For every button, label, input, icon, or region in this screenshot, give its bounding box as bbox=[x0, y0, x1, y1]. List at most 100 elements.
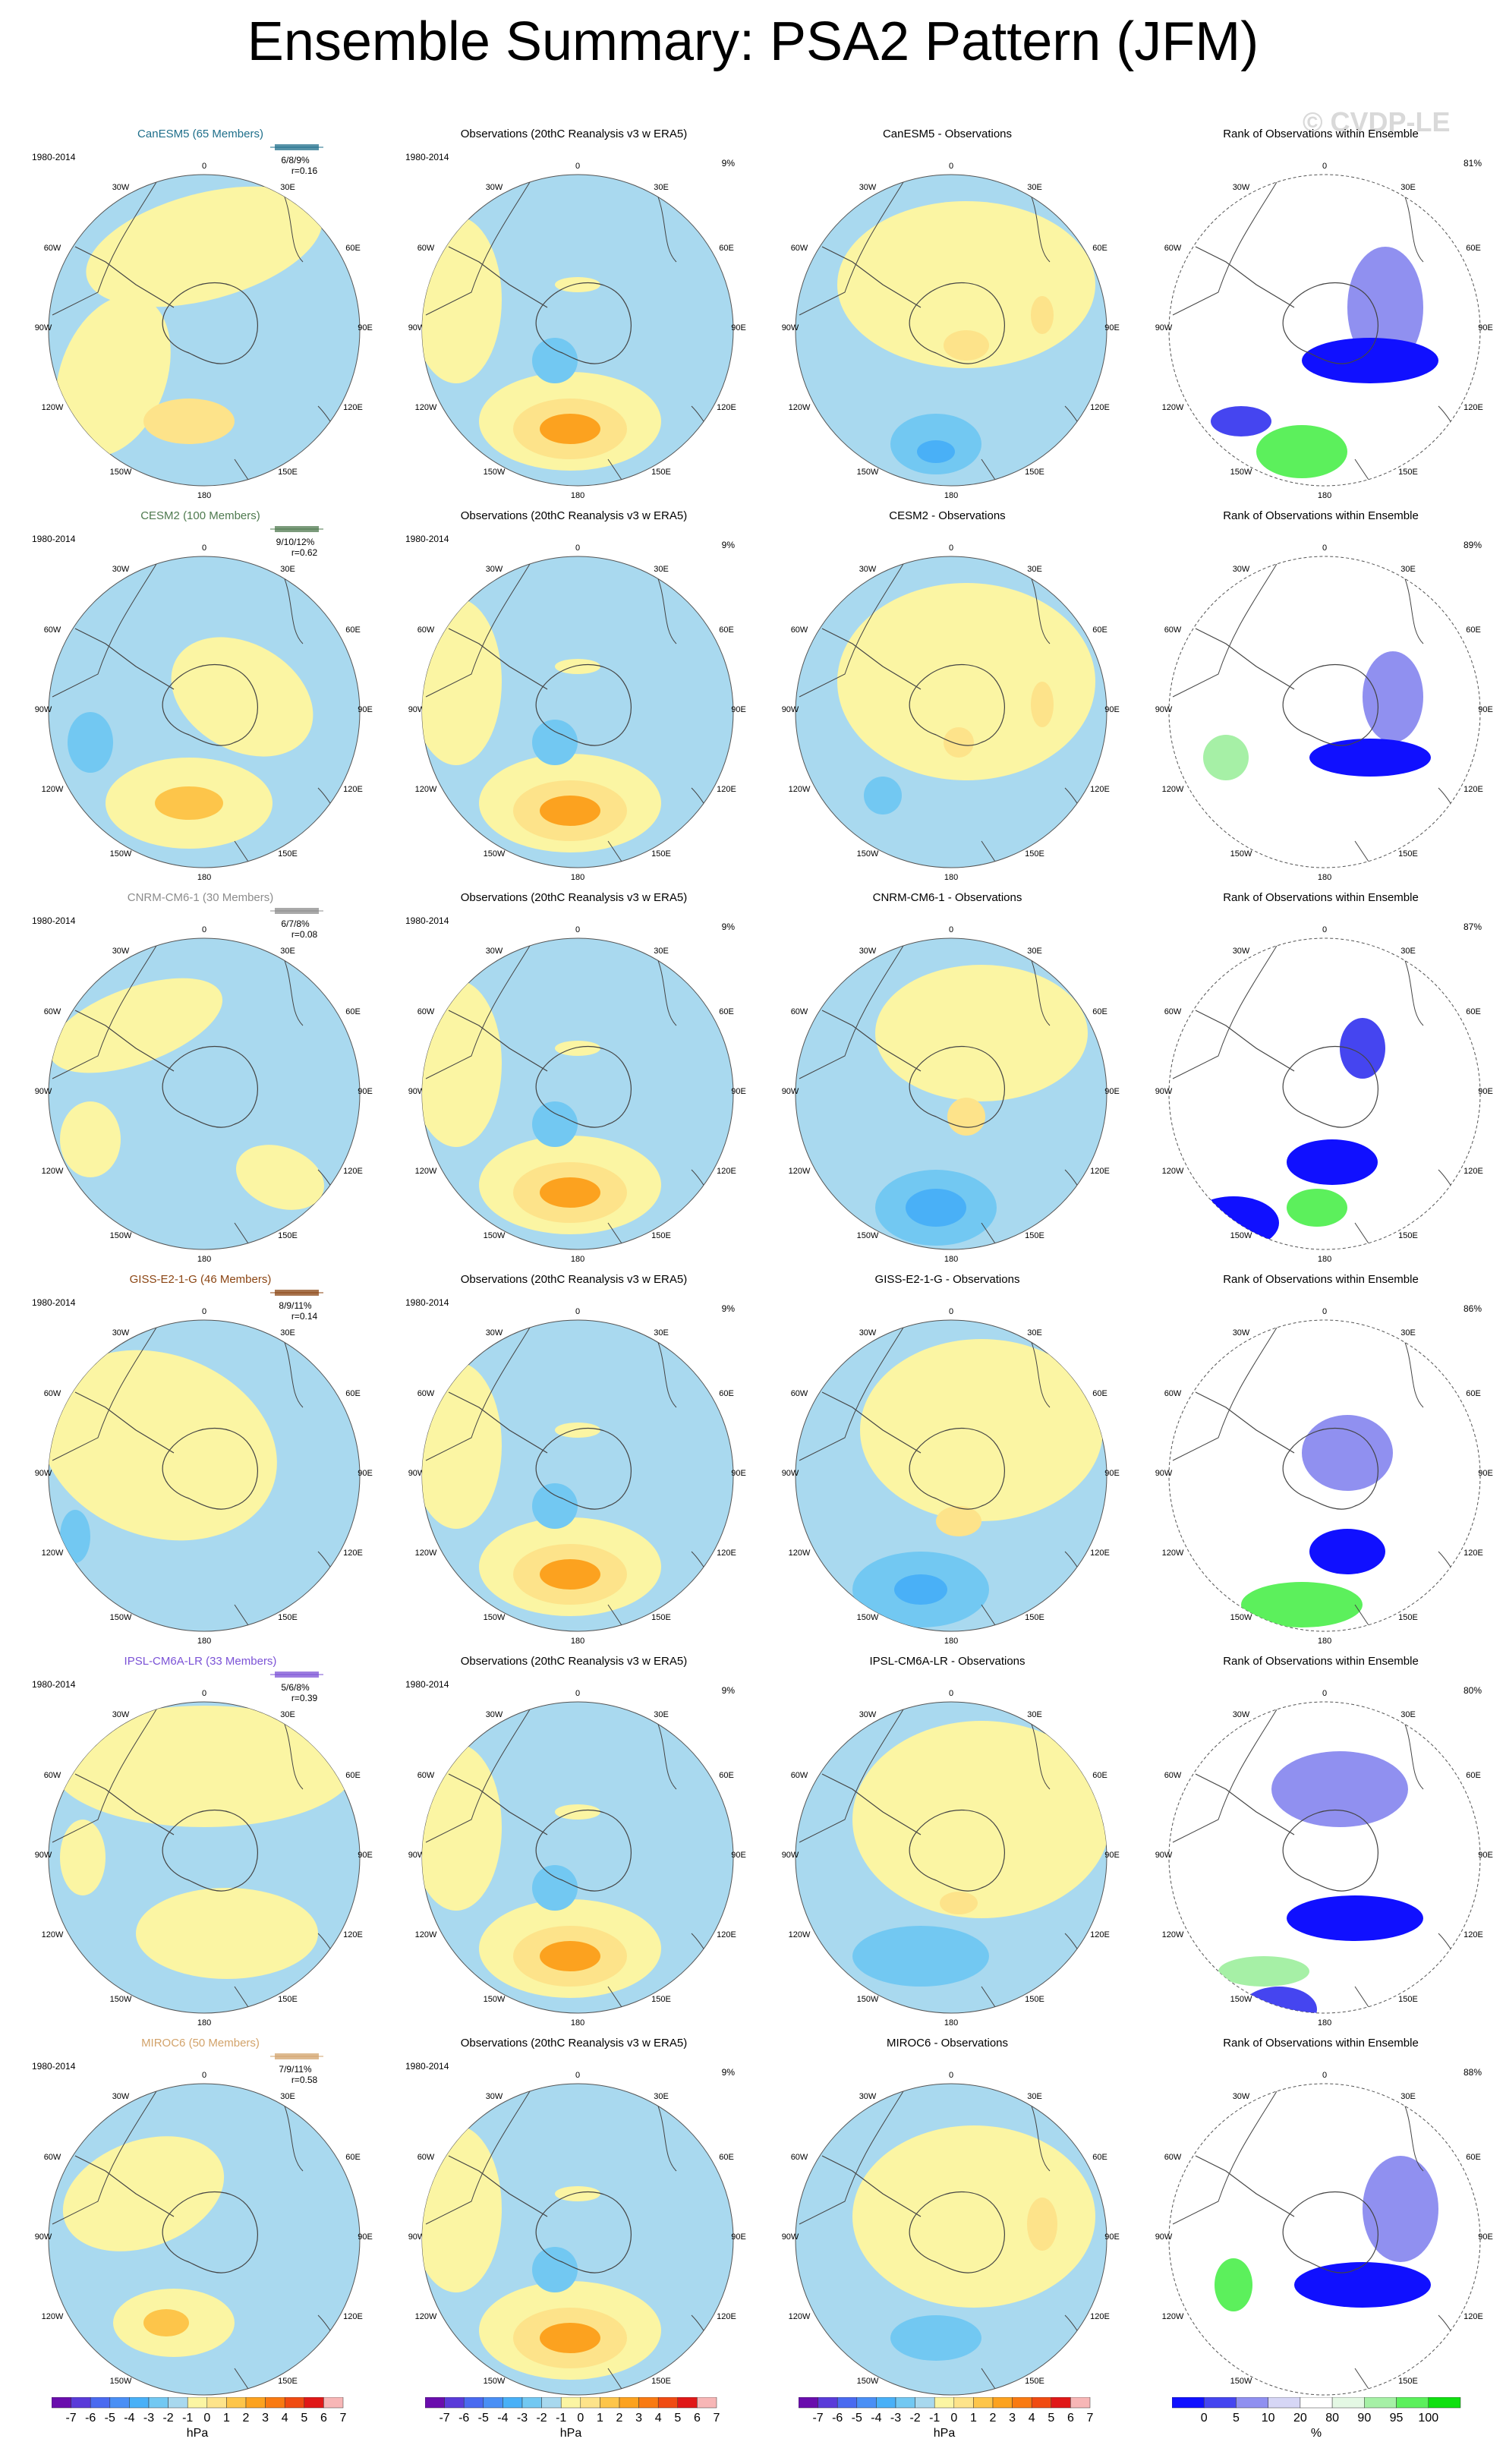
colorbar-swatch bbox=[148, 2397, 169, 2409]
panel-title: IPSL-CM6A-LR - Observations bbox=[869, 1655, 1026, 1668]
lon-label-e: 90E bbox=[731, 1851, 746, 1860]
south-america-coastline bbox=[799, 559, 906, 698]
lon-label-w1: 60W bbox=[44, 1007, 61, 1016]
lon-label-w2: 120W bbox=[1162, 2312, 1184, 2321]
colorbar-tick-label: 5 bbox=[301, 2412, 307, 2425]
field-region bbox=[532, 1483, 578, 1529]
antarctica-coastline bbox=[535, 282, 632, 364]
new-zealand-coastline bbox=[981, 1222, 997, 1246]
south-america-coastline bbox=[799, 1323, 906, 1461]
colorbar-tick-label: 2 bbox=[616, 2412, 623, 2425]
field-region bbox=[1363, 2156, 1438, 2262]
lon-label-e1: 60E bbox=[719, 244, 734, 253]
field-region bbox=[852, 1926, 989, 1987]
field-region bbox=[917, 440, 955, 463]
field-region bbox=[235, 1145, 325, 1210]
lon-label-w2: 120W bbox=[415, 1930, 437, 1939]
model-panel: MIROC6 (50 Members) 1980-2014 7/9/11% r=0.5… bbox=[18, 2031, 383, 2414]
lon-label-sw: 150W bbox=[484, 1613, 506, 1622]
lon-label-w1: 60W bbox=[417, 1389, 435, 1398]
lon-label-w2: 120W bbox=[789, 785, 811, 794]
lon-label-ne: 30E bbox=[654, 1328, 669, 1338]
panel-title: Observations (20thC Reanalysis v3 w ERA5… bbox=[460, 891, 688, 904]
page-title: Ensemble Summary: PSA2 Pattern (JFM) bbox=[247, 11, 1259, 72]
lon-label-w2: 120W bbox=[789, 2312, 811, 2321]
lon-label-w1: 60W bbox=[417, 1007, 435, 1016]
lon-label-sw: 150W bbox=[1230, 1995, 1252, 2004]
lon-label-n: 0 bbox=[575, 162, 580, 171]
model-panel: CanESM5 (65 Members) 1980-2014 6/8/9% r=0.1… bbox=[18, 121, 383, 505]
model-panel: CESM2 (100 Members) 1980-2014 9/10/12% r=0.… bbox=[18, 503, 383, 887]
lon-label-se: 150E bbox=[1025, 468, 1044, 477]
obs-panel: Observations (20thC Reanalysis v3 w ERA5… bbox=[392, 503, 756, 887]
field-region bbox=[1031, 296, 1054, 334]
lon-label-w2: 120W bbox=[1162, 785, 1184, 794]
spread-whisker bbox=[270, 1290, 323, 1296]
lon-label-e2: 120E bbox=[1463, 1549, 1483, 1558]
south-america-coastline bbox=[1172, 1705, 1280, 1843]
lon-label-e2: 120E bbox=[343, 1930, 363, 1939]
lon-label-n: 0 bbox=[1322, 544, 1327, 553]
colorbar-tick-label: 90 bbox=[1357, 2412, 1371, 2425]
colorbar-swatch bbox=[71, 2397, 91, 2409]
lon-label-e: 90E bbox=[358, 1851, 373, 1860]
map-3: 0 30E 60E 90E 120E 150E 180 150W 120W 90W 60W 30W bbox=[1155, 544, 1493, 882]
diff-panel: CESM2 - Observations 0 30E 60E 90E 120E 150E 18… bbox=[765, 503, 1130, 887]
colorbar-swatch bbox=[1300, 2397, 1333, 2409]
lon-label-n: 0 bbox=[1322, 1689, 1327, 1698]
lon-label-e1: 60E bbox=[719, 1389, 734, 1398]
lon-label-ne: 30E bbox=[654, 565, 669, 574]
panel-title: Observations (20thC Reanalysis v3 w ERA5… bbox=[460, 1273, 688, 1286]
south-america-coastline bbox=[52, 2087, 159, 2225]
lon-label-e2: 120E bbox=[1463, 1167, 1483, 1176]
lon-label-e2: 120E bbox=[717, 1549, 736, 1558]
colorbar-tick-label: 0 bbox=[577, 2412, 584, 2425]
antarctica-coastline bbox=[1282, 1045, 1378, 1128]
colorbar-swatch bbox=[560, 2397, 581, 2409]
lon-label-w2: 120W bbox=[1162, 1167, 1184, 1176]
lon-label-e2: 120E bbox=[1463, 2312, 1483, 2321]
diff-panel: MIROC6 - Observations 0 30E 60E 90E 120E 150E 1… bbox=[765, 2031, 1130, 2414]
colorbar-tick-label: -6 bbox=[832, 2412, 843, 2425]
lon-label-w: 90W bbox=[782, 1087, 799, 1096]
colorbar-tick-label: -1 bbox=[182, 2412, 193, 2425]
peninsula-coastline bbox=[1195, 628, 1295, 690]
lon-label-e2: 120E bbox=[1090, 785, 1110, 794]
new-zealand-coastline bbox=[981, 458, 997, 483]
colorbar-tick-label: 80 bbox=[1325, 2412, 1339, 2425]
colorbar-tick-label: -7 bbox=[812, 2412, 823, 2425]
peninsula-coastline bbox=[821, 1010, 922, 1072]
lon-label-e2: 120E bbox=[1463, 1930, 1483, 1939]
ensemble-spread-box: 6/8/9% r=0.16 bbox=[269, 141, 352, 176]
colorbar-tick-label: 3 bbox=[635, 2412, 642, 2425]
lon-label-sw: 150W bbox=[484, 468, 506, 477]
map-3: 0 30E 60E 90E 120E 150E 180 150W 120W 90W 60W 30W bbox=[1155, 925, 1493, 1264]
field-region bbox=[555, 2186, 600, 2201]
lon-label-sw: 150W bbox=[110, 2377, 132, 2386]
colorbar-hpa-col2: -7 -6 -5 -4 -3 -2 -1 0 1 2 3 4 5 6 7 hPa bbox=[425, 2397, 732, 2443]
explained-variance-label: 81% bbox=[1463, 158, 1482, 169]
peninsula-coastline bbox=[448, 1391, 548, 1454]
colorbar-swatch bbox=[245, 2397, 266, 2409]
antarctica-coastline bbox=[162, 282, 258, 364]
ensemble-spread-box: 5/6/8% r=0.39 bbox=[269, 1668, 352, 1703]
colorbar-unit: % bbox=[1311, 2427, 1322, 2440]
peninsula-coastline bbox=[821, 246, 922, 308]
colorbar-swatch bbox=[915, 2397, 935, 2409]
lon-label-se: 150E bbox=[1398, 1231, 1418, 1240]
lon-label-e2: 120E bbox=[1090, 1167, 1110, 1176]
antarctica-coastline bbox=[909, 282, 1005, 364]
lon-label-se: 150E bbox=[1025, 849, 1044, 859]
lon-label-e: 90E bbox=[1478, 705, 1493, 714]
colorbar-swatch bbox=[503, 2397, 523, 2409]
south-america-coastline bbox=[425, 178, 533, 316]
lon-label-w1: 60W bbox=[791, 625, 808, 635]
colorbar-tick-label: -2 bbox=[909, 2412, 920, 2425]
lon-label-w: 90W bbox=[1155, 705, 1173, 714]
antarctica-coastline bbox=[909, 1427, 1005, 1510]
lon-label-w1: 60W bbox=[44, 1389, 61, 1398]
